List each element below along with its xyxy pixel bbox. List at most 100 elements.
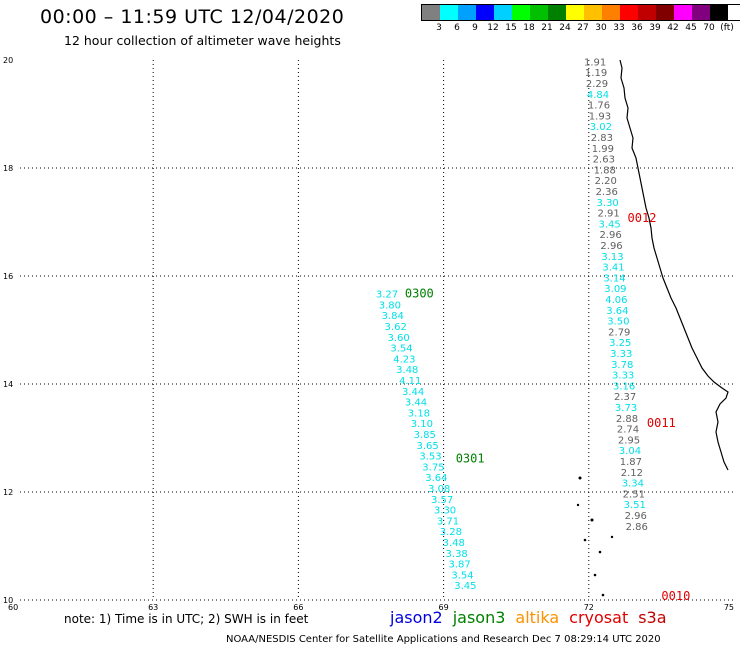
legend-label: 6 (454, 23, 460, 33)
wave-height-value: 3.28 (440, 527, 462, 538)
footer-note: note: 1) Time is in UTC; 2) SWH is in fe… (64, 612, 309, 626)
legend-label: 36 (631, 23, 643, 33)
lat-tick-label: 20 (3, 56, 13, 65)
satellite-altika: altika (515, 608, 560, 627)
wave-height-value: 3.30 (597, 198, 619, 209)
wave-height-value: 1.88 (594, 165, 616, 176)
satellite-jason3: jason3 (452, 608, 506, 627)
wave-height-value: 3.34 (622, 479, 644, 490)
wave-height-value: 2.86 (626, 522, 648, 533)
legend-swatch (620, 5, 638, 20)
wave-height-value: 2.37 (614, 392, 636, 403)
wave-height-value: 4.11 (399, 376, 421, 387)
lat-tick-label: 14 (3, 380, 13, 389)
wave-height-legend: 3 6 9 12 15 18 21 24 27 30 33 36 39 42 45 70 (ft) (421, 4, 740, 33)
wave-height-value: 2.83 (591, 133, 613, 144)
wave-height-value: 3.16 (613, 381, 635, 392)
legend-label: 39 (649, 23, 661, 33)
wave-height-value: 3.75 (422, 462, 444, 473)
legend-label: 30 (595, 23, 607, 33)
wave-height-value: 2.29 (586, 79, 608, 90)
lat-tick-label: 12 (3, 488, 13, 497)
satellite-cryosat: cryosat (569, 608, 629, 627)
legend-swatch (674, 5, 692, 20)
wave-height-value: 3.30 (434, 506, 456, 517)
legend-label: 45 (685, 23, 697, 33)
wave-height-value: 3.45 (598, 219, 620, 230)
legend-swatch (530, 5, 548, 20)
wave-height-value: 3.54 (451, 570, 473, 581)
legend-color-bar (421, 4, 740, 21)
wave-height-value: 2.96 (600, 241, 622, 252)
lat-tick-label: 16 (3, 272, 13, 281)
wave-height-value: 3.13 (601, 252, 623, 263)
legend-label: 15 (505, 23, 517, 33)
pass-time-label: 0012 (628, 211, 657, 225)
legend-swatch (440, 5, 458, 20)
satellite-s3a: s3a (638, 608, 667, 627)
wave-height-value: 3.09 (604, 284, 626, 295)
wave-height-value: 1.76 (588, 101, 610, 112)
wave-height-value: 2.74 (617, 425, 639, 436)
wave-height-value: 3.08 (428, 484, 450, 495)
wave-height-value: 3.64 (606, 306, 628, 317)
wave-height-value: 3.53 (419, 452, 441, 463)
legend-swatch (512, 5, 530, 20)
wave-height-value: 3.25 (609, 338, 631, 349)
wave-height-value: 1.19 (585, 68, 607, 79)
lon-tick-label: 72 (584, 603, 594, 612)
wave-height-value: 3.45 (454, 581, 476, 592)
wave-height-value: 3.48 (396, 365, 418, 376)
wave-height-value: 3.10 (411, 419, 433, 430)
wave-height-value: 3.48 (443, 538, 465, 549)
wave-height-value: 2.95 (618, 435, 640, 446)
lat-tick-label: 18 (3, 164, 13, 173)
legend-label: 12 (487, 23, 499, 33)
satellite-jason2: jason2 (390, 608, 443, 627)
wave-height-value: 3.33 (612, 371, 634, 382)
legend-swatch (422, 5, 440, 20)
wave-height-value: 2.88 (616, 414, 638, 425)
wave-height-value: 2.79 (608, 327, 630, 338)
legend-unit: (ft) (720, 23, 734, 33)
wave-height-value: 3.73 (615, 403, 637, 414)
wave-height-value: 3.57 (431, 495, 453, 506)
wave-height-value: 3.60 (387, 333, 409, 344)
wave-height-value: 1.99 (592, 144, 614, 155)
wave-height-value: 3.51 (624, 500, 646, 511)
wave-height-value: 3.65 (416, 441, 438, 452)
pass-time-labels: 0300 0301 0012 0011 0010 (405, 211, 690, 603)
wave-height-value: 3.85 (414, 430, 436, 441)
wave-height-value: 3.04 (619, 446, 641, 457)
legend-swatch (458, 5, 476, 20)
legend-swatch (566, 5, 584, 20)
legend-swatch (494, 5, 512, 20)
wave-height-value: 3.50 (607, 317, 629, 328)
wave-height-value: 3.41 (602, 263, 624, 274)
lat-lon-grid (20, 60, 734, 601)
legend-label: 18 (523, 23, 535, 33)
wave-height-value: 3.33 (610, 349, 632, 360)
legend-swatch (476, 5, 494, 20)
altimeter-tracks: 3.273.803.843.623.603.544.233.484.113.44… (376, 57, 648, 592)
legend-label: 27 (577, 23, 589, 33)
wave-height-value: 2.63 (593, 155, 615, 166)
wave-height-value: 3.44 (402, 387, 424, 398)
legend-swatch (692, 5, 710, 20)
wave-height-value: 4.84 (587, 90, 609, 101)
lon-tick-label: 69 (439, 603, 449, 612)
lon-tick-label: 66 (293, 603, 303, 612)
wave-height-value: 2.20 (595, 176, 617, 187)
lon-tick-label: 63 (148, 603, 158, 612)
wave-height-value: 1.91 (584, 57, 606, 68)
wave-height-value: 3.71 (437, 516, 459, 527)
wave-height-value: 1.87 (620, 457, 642, 468)
wave-height-value: 3.64 (425, 473, 447, 484)
wave-height-value: 2.96 (599, 230, 621, 241)
wave-height-value: 2.51 (623, 489, 645, 500)
wave-height-value: 3.27 (376, 290, 398, 301)
legend-swatch (602, 5, 620, 20)
legend-swatch (638, 5, 656, 20)
wave-height-value: 2.96 (625, 511, 647, 522)
